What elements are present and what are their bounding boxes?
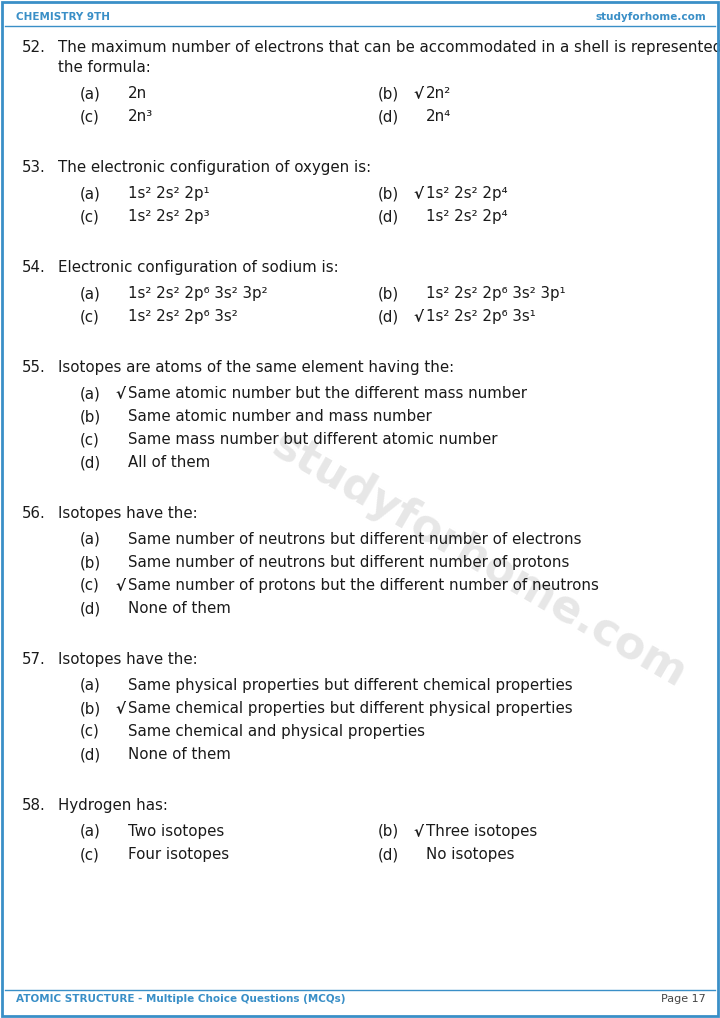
Text: √: √ — [413, 309, 423, 324]
Text: 1s² 2s² 2p⁴: 1s² 2s² 2p⁴ — [426, 186, 508, 201]
Text: (c): (c) — [80, 309, 100, 324]
Text: (d): (d) — [80, 601, 102, 616]
Text: 1s² 2s² 2p⁶ 3s² 3p¹: 1s² 2s² 2p⁶ 3s² 3p¹ — [426, 286, 566, 301]
Text: (a): (a) — [80, 386, 101, 401]
Text: Same number of protons but the different number of neutrons: Same number of protons but the different… — [128, 578, 599, 593]
Text: Same number of neutrons but different number of protons: Same number of neutrons but different nu… — [128, 555, 570, 570]
Text: (c): (c) — [80, 724, 100, 739]
Text: 2n³: 2n³ — [128, 109, 153, 124]
Text: No isotopes: No isotopes — [426, 847, 515, 862]
Text: (b): (b) — [80, 409, 102, 425]
Text: (d): (d) — [80, 747, 102, 762]
Text: 56.: 56. — [22, 506, 46, 521]
Text: Three isotopes: Three isotopes — [426, 824, 537, 839]
Text: (b): (b) — [378, 824, 400, 839]
Text: (d): (d) — [80, 455, 102, 470]
Text: The maximum number of electrons that can be accommodated in a shell is represent: The maximum number of electrons that can… — [58, 40, 720, 55]
Text: Same chemical properties but different physical properties: Same chemical properties but different p… — [128, 701, 572, 716]
Text: 2n⁴: 2n⁴ — [426, 109, 451, 124]
Text: Isotopes have the:: Isotopes have the: — [58, 652, 197, 667]
Text: Electronic configuration of sodium is:: Electronic configuration of sodium is: — [58, 260, 338, 275]
Text: studyforhome.com: studyforhome.com — [595, 12, 706, 22]
Text: (b): (b) — [80, 701, 102, 716]
Text: Same mass number but different atomic number: Same mass number but different atomic nu… — [128, 432, 498, 447]
Text: √: √ — [413, 824, 423, 839]
Text: Four isotopes: Four isotopes — [128, 847, 229, 862]
Text: Page 17: Page 17 — [661, 994, 706, 1004]
Text: 1s² 2s² 2p⁶ 3s¹: 1s² 2s² 2p⁶ 3s¹ — [426, 309, 536, 324]
Text: 1s² 2s² 2p⁴: 1s² 2s² 2p⁴ — [426, 209, 508, 224]
Text: Isotopes are atoms of the same element having the:: Isotopes are atoms of the same element h… — [58, 360, 454, 375]
Text: (c): (c) — [80, 109, 100, 124]
Text: The electronic configuration of oxygen is:: The electronic configuration of oxygen i… — [58, 160, 371, 175]
Text: (c): (c) — [80, 209, 100, 224]
Text: 54.: 54. — [22, 260, 46, 275]
Text: √: √ — [115, 578, 125, 593]
Text: (b): (b) — [378, 286, 400, 301]
Text: Same atomic number but the different mass number: Same atomic number but the different mas… — [128, 386, 527, 401]
Text: studyforhome.com: studyforhome.com — [265, 423, 695, 696]
Text: (c): (c) — [80, 847, 100, 862]
Text: (a): (a) — [80, 286, 101, 301]
Text: CHEMISTRY 9TH: CHEMISTRY 9TH — [16, 12, 110, 22]
Text: (b): (b) — [378, 186, 400, 201]
Text: (c): (c) — [80, 578, 100, 593]
Text: 58.: 58. — [22, 798, 46, 813]
Text: 1s² 2s² 2p⁶ 3s²: 1s² 2s² 2p⁶ 3s² — [128, 309, 238, 324]
Text: None of them: None of them — [128, 747, 231, 762]
Text: the formula:: the formula: — [58, 60, 150, 75]
Text: 2n²: 2n² — [426, 86, 451, 101]
Text: Isotopes have the:: Isotopes have the: — [58, 506, 197, 521]
Text: ATOMIC STRUCTURE - Multiple Choice Questions (MCQs): ATOMIC STRUCTURE - Multiple Choice Quest… — [16, 994, 346, 1004]
Text: (a): (a) — [80, 86, 101, 101]
Text: All of them: All of them — [128, 455, 210, 470]
Text: (c): (c) — [80, 432, 100, 447]
Text: 1s² 2s² 2p⁶ 3s² 3p²: 1s² 2s² 2p⁶ 3s² 3p² — [128, 286, 268, 301]
Text: (a): (a) — [80, 824, 101, 839]
Text: None of them: None of them — [128, 601, 231, 616]
Text: 53.: 53. — [22, 160, 46, 175]
Text: Same physical properties but different chemical properties: Same physical properties but different c… — [128, 678, 572, 693]
Text: Hydrogen has:: Hydrogen has: — [58, 798, 168, 813]
Text: (d): (d) — [378, 309, 400, 324]
Text: (a): (a) — [80, 532, 101, 547]
Text: 55.: 55. — [22, 360, 46, 375]
Text: Same atomic number and mass number: Same atomic number and mass number — [128, 409, 432, 425]
Text: (a): (a) — [80, 186, 101, 201]
Text: √: √ — [413, 186, 423, 201]
Text: √: √ — [413, 86, 423, 101]
Text: 2n: 2n — [128, 86, 148, 101]
Text: (d): (d) — [378, 109, 400, 124]
Text: (d): (d) — [378, 209, 400, 224]
Text: 1s² 2s² 2p³: 1s² 2s² 2p³ — [128, 209, 210, 224]
Text: √: √ — [115, 386, 125, 401]
Text: Two isotopes: Two isotopes — [128, 824, 224, 839]
Text: √: √ — [115, 701, 125, 716]
Text: 1s² 2s² 2p¹: 1s² 2s² 2p¹ — [128, 186, 210, 201]
Text: 57.: 57. — [22, 652, 46, 667]
Text: Same chemical and physical properties: Same chemical and physical properties — [128, 724, 425, 739]
Text: (b): (b) — [80, 555, 102, 570]
Text: (d): (d) — [378, 847, 400, 862]
Text: 52.: 52. — [22, 40, 46, 55]
Text: Same number of neutrons but different number of electrons: Same number of neutrons but different nu… — [128, 532, 582, 547]
Text: (b): (b) — [378, 86, 400, 101]
Text: (a): (a) — [80, 678, 101, 693]
